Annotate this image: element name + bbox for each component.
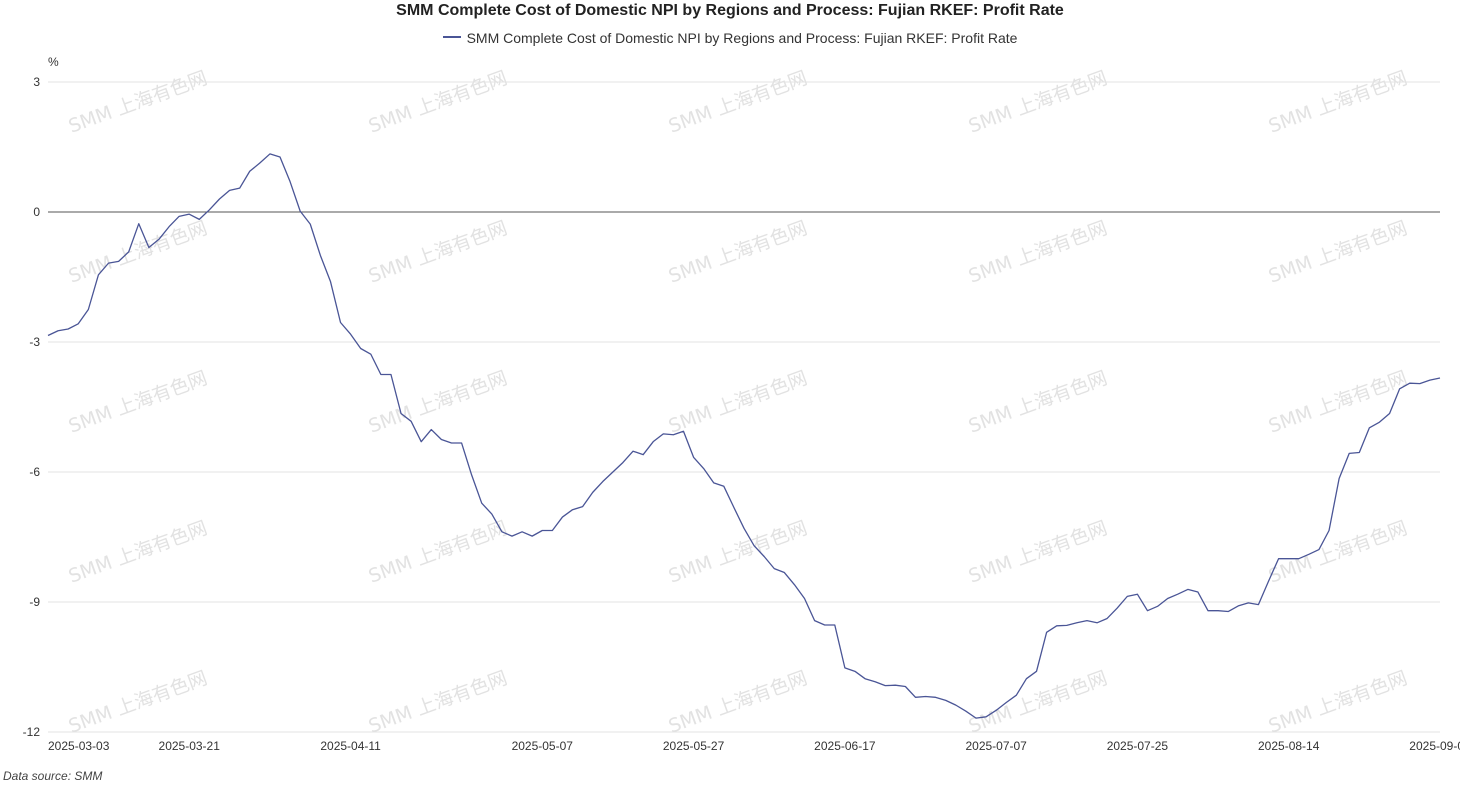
watermark: SMM 上海有色网 — [1266, 517, 1411, 588]
watermark: SMM 上海有色网 — [1266, 67, 1411, 138]
x-tick-label: 2025-06-17 — [814, 739, 876, 753]
grid-lines — [48, 81, 1440, 733]
y-tick-label: 3 — [33, 75, 40, 89]
y-tick-label: 0 — [33, 205, 40, 219]
watermark: SMM 上海有色网 — [666, 217, 811, 288]
watermark: SMM 上海有色网 — [66, 67, 211, 138]
x-tick-label: 2025-05-27 — [663, 739, 725, 753]
x-tick-label: 2025-03-03 — [48, 739, 110, 753]
y-tick-label: -9 — [29, 595, 40, 609]
x-tick-label: 2025-09-03 — [1409, 739, 1460, 753]
series-line — [47, 153, 1441, 719]
x-tick-label: 2025-07-25 — [1107, 739, 1169, 753]
watermark: SMM 上海有色网 — [66, 517, 211, 588]
watermark: SMM 上海有色网 — [966, 367, 1111, 438]
x-tick-label: 2025-08-14 — [1258, 739, 1320, 753]
watermark: SMM 上海有色网 — [66, 667, 211, 738]
watermark: SMM 上海有色网 — [66, 367, 211, 438]
y-axis-ticks: 3 0 -3 -6 -9 -12 — [23, 75, 41, 739]
watermark: SMM 上海有色网 — [966, 217, 1111, 288]
watermark: SMM 上海有色网 — [966, 67, 1111, 138]
x-tick-label: 2025-04-11 — [320, 739, 381, 753]
x-tick-label: 2025-07-07 — [965, 739, 1027, 753]
watermark: SMM 上海有色网 — [1266, 667, 1411, 738]
series-layer — [47, 153, 1441, 719]
watermark: SMM 上海有色网 — [1266, 367, 1411, 438]
chart-title: SMM Complete Cost of Domestic NPI by Reg… — [396, 2, 1064, 19]
data-source: Data source: SMM — [3, 769, 103, 783]
watermark: SMM 上海有色网 — [966, 667, 1111, 738]
y-tick-label: -12 — [23, 725, 41, 739]
watermark-layer: SMM 上海有色网 SMM 上海有色网 SMM 上海有色网 SMM 上海有色网 SMM … — [66, 67, 1411, 738]
y-axis-unit: % — [48, 55, 59, 69]
watermark: SMM 上海有色网 — [1266, 217, 1411, 288]
watermark: SMM 上海有色网 — [366, 367, 511, 438]
legend-label: SMM Complete Cost of Domestic NPI by Reg… — [466, 30, 1018, 46]
x-tick-label: 2025-03-21 — [159, 739, 221, 753]
y-tick-label: -6 — [29, 465, 40, 479]
watermark: SMM 上海有色网 — [366, 67, 511, 138]
legend-swatch — [442, 36, 461, 39]
watermark: SMM 上海有色网 — [666, 67, 811, 138]
legend[interactable]: SMM Complete Cost of Domestic NPI by Reg… — [0, 30, 1460, 46]
x-axis-ticks: 2025-03-03 2025-03-21 2025-04-11 2025-05-07… — [48, 739, 1460, 753]
watermark: SMM 上海有色网 — [366, 667, 511, 738]
y-tick-label: -3 — [29, 335, 40, 349]
watermark: SMM 上海有色网 — [666, 367, 811, 438]
x-tick-label: 2025-05-07 — [512, 739, 574, 753]
watermark: SMM 上海有色网 — [366, 517, 511, 588]
watermark: SMM 上海有色网 — [666, 667, 811, 738]
watermark: SMM 上海有色网 — [366, 217, 511, 288]
watermark: SMM 上海有色网 — [966, 517, 1111, 588]
